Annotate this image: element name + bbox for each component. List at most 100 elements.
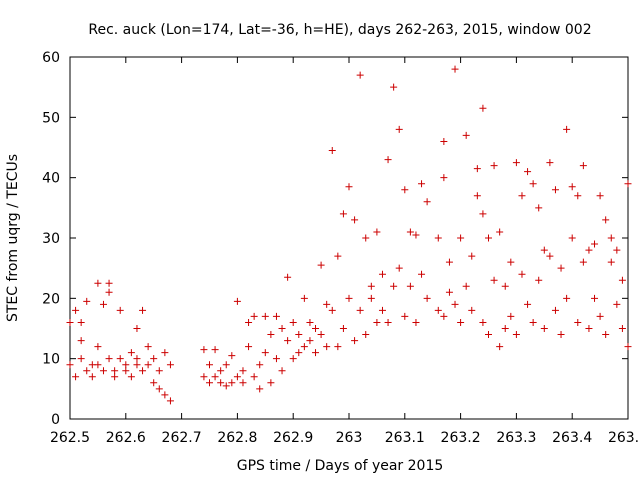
plot-frame	[69, 56, 629, 420]
data-point	[267, 379, 275, 387]
data-point	[546, 159, 554, 167]
data-point	[161, 391, 169, 399]
data-point	[596, 192, 604, 200]
data-point	[94, 279, 102, 287]
data-point	[602, 216, 610, 224]
data-point	[127, 373, 135, 381]
data-point	[261, 312, 269, 320]
data-point	[367, 282, 375, 290]
x-tick-label: 263.3	[496, 430, 536, 446]
data-point	[99, 367, 107, 375]
y-axis-label: STEC from uqrg / TECUs	[5, 154, 21, 322]
data-point	[551, 186, 559, 194]
data-point	[412, 231, 420, 239]
data-point	[607, 258, 615, 266]
data-point	[267, 331, 275, 339]
data-point	[289, 318, 297, 326]
y-tick-label: 0	[51, 412, 60, 428]
x-tick-label: 263	[336, 430, 363, 446]
data-point	[289, 355, 297, 363]
data-point	[485, 234, 492, 242]
data-point	[323, 300, 331, 308]
data-point	[239, 379, 247, 387]
data-point	[524, 168, 532, 176]
data-point	[228, 352, 236, 360]
data-point	[245, 318, 253, 326]
data-point	[401, 186, 409, 194]
data-point	[518, 192, 526, 200]
data-point	[507, 258, 515, 266]
data-point	[585, 325, 593, 332]
data-point	[323, 343, 331, 351]
data-point	[540, 246, 548, 254]
data-point	[317, 331, 325, 339]
data-point	[133, 361, 141, 369]
x-axis: 262.5 262.6 262.7 262.8 262.9 263 263.1 263.2 26…	[50, 57, 640, 446]
data-point	[111, 373, 119, 381]
data-point	[412, 318, 420, 326]
data-point	[440, 312, 448, 320]
data-point	[401, 312, 409, 320]
data-point	[122, 361, 130, 369]
data-point	[451, 300, 459, 308]
data-point	[272, 355, 280, 363]
data-point	[245, 343, 253, 351]
data-point	[479, 104, 487, 112]
data-point	[518, 270, 526, 278]
data-point	[105, 288, 113, 296]
data-point	[540, 325, 548, 332]
y-tick-label: 40	[42, 171, 60, 187]
data-point	[228, 379, 236, 387]
data-point	[579, 258, 587, 266]
data-point	[624, 180, 632, 188]
x-tick-label: 262.6	[106, 430, 146, 446]
y-tick-label: 10	[42, 352, 60, 368]
data-point	[591, 240, 599, 248]
data-point	[507, 312, 515, 320]
data-point	[479, 210, 487, 218]
data-point	[144, 343, 152, 351]
data-point	[423, 294, 431, 302]
data-point	[300, 343, 308, 351]
data-point	[139, 367, 147, 375]
data-point	[200, 346, 208, 354]
x-tick-label: 263.4	[552, 430, 592, 446]
x-tick-label: 262.8	[217, 430, 257, 446]
data-point	[356, 71, 364, 79]
data-point	[334, 252, 342, 260]
data-point	[105, 355, 113, 363]
data-point	[328, 147, 336, 155]
data-point	[66, 318, 74, 326]
data-point	[473, 165, 481, 173]
data-point	[345, 294, 353, 302]
data-point	[295, 331, 303, 339]
data-point	[501, 282, 509, 290]
data-point	[77, 318, 85, 326]
data-point	[222, 382, 230, 390]
y-tick-label: 30	[42, 231, 60, 247]
data-point	[133, 325, 141, 332]
data-point	[233, 373, 241, 381]
data-point	[496, 343, 504, 351]
x-axis-label: GPS time / Days of year 2015	[237, 458, 444, 474]
data-point	[395, 264, 403, 272]
data-point	[166, 361, 174, 369]
data-point	[345, 183, 353, 191]
data-point	[563, 294, 571, 302]
data-point	[72, 373, 80, 381]
data-point	[122, 367, 130, 375]
data-point	[250, 373, 258, 381]
data-point	[406, 282, 414, 290]
data-point	[384, 318, 392, 326]
data-point	[434, 306, 442, 314]
data-point	[127, 349, 135, 357]
data-point	[105, 279, 113, 287]
data-point	[462, 131, 470, 139]
data-point	[217, 379, 225, 387]
data-point	[272, 312, 280, 320]
data-point	[568, 183, 576, 191]
data-point	[77, 355, 85, 363]
data-point	[490, 276, 498, 284]
data-point	[83, 367, 91, 375]
chart-title: Rec. auck (Lon=174, Lat=-36, h=HE), days…	[88, 22, 591, 38]
